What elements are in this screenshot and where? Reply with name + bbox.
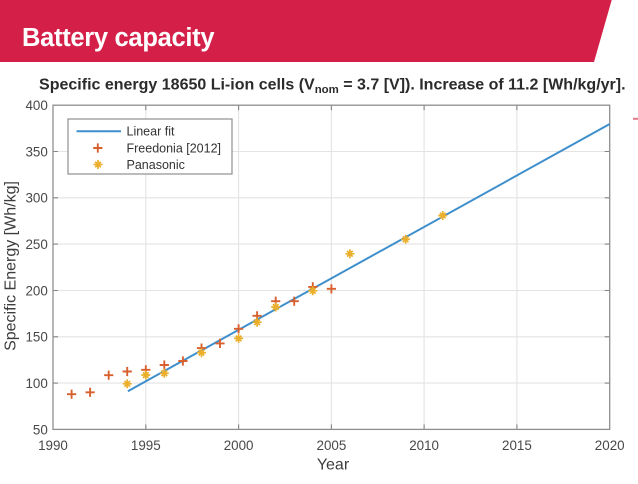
svg-text:Battery capacity: Battery capacity <box>22 24 215 52</box>
svg-text:2005: 2005 <box>317 438 347 453</box>
svg-text:350: 350 <box>25 144 47 159</box>
svg-text:150: 150 <box>25 330 47 345</box>
svg-text:Freedonia [2012]: Freedonia [2012] <box>127 141 222 155</box>
svg-text:250: 250 <box>25 237 47 252</box>
svg-text:2015: 2015 <box>502 438 532 453</box>
svg-text:50: 50 <box>33 422 48 437</box>
svg-text:1990: 1990 <box>38 438 68 453</box>
svg-text:200: 200 <box>25 283 47 298</box>
svg-text:Year: Year <box>317 457 350 474</box>
svg-text:300: 300 <box>25 191 47 206</box>
svg-text:2000: 2000 <box>224 438 254 453</box>
svg-text:1995: 1995 <box>131 438 161 453</box>
svg-text:400: 400 <box>25 98 47 113</box>
svg-text:2020: 2020 <box>595 438 625 453</box>
svg-text:Panasonic: Panasonic <box>127 158 185 172</box>
svg-text:Specific energy 18650 Li-ion c: Specific energy 18650 Li-ion cells (Vnom… <box>39 77 625 97</box>
svg-text:100: 100 <box>25 376 47 391</box>
svg-text:2010: 2010 <box>409 438 439 453</box>
svg-text:Linear fit: Linear fit <box>127 125 175 139</box>
svg-text:Specific Energy [Wh/kg]: Specific Energy [Wh/kg] <box>3 181 20 351</box>
